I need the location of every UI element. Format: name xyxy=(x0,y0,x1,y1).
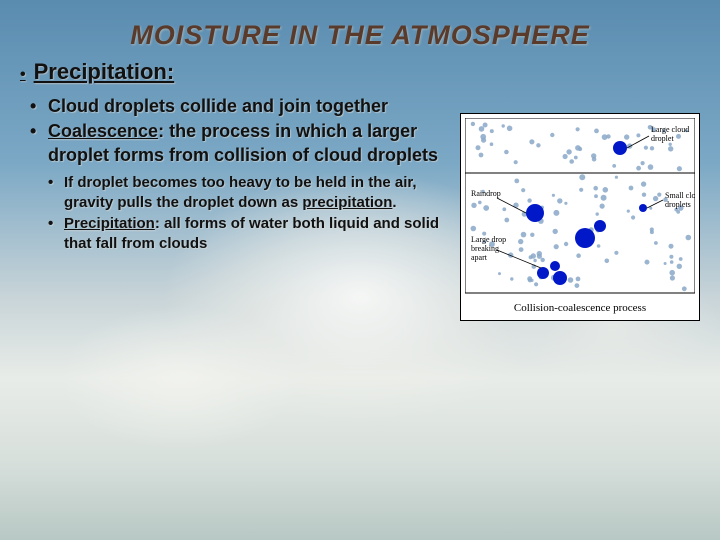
svg-text:Small cloud: Small cloud xyxy=(665,191,695,200)
svg-text:breaking: breaking xyxy=(471,244,499,253)
term-underlined: Precipitation xyxy=(64,215,155,232)
list-item: Cloud droplets collide and join together xyxy=(48,95,450,118)
bullet-text: . xyxy=(392,194,396,211)
section-heading: • Precipitation: xyxy=(20,59,700,85)
text-column: Cloud droplets collide and join together… xyxy=(20,95,460,321)
list-item: Coalescence: the process in which a larg… xyxy=(48,120,450,167)
coalescence-diagram: Large clouddroplet Raindrop Small clouddro… xyxy=(460,113,700,321)
svg-text:droplets: droplets xyxy=(665,200,691,209)
svg-text:droplet: droplet xyxy=(651,134,674,143)
slide-title: MOISTURE IN THE ATMOSPHERE xyxy=(20,20,700,51)
bullet-text: Cloud droplets collide and join together xyxy=(48,96,388,116)
bullet-list-lvl1: Cloud droplets collide and join together… xyxy=(20,95,450,167)
main-row: Cloud droplets collide and join together… xyxy=(20,95,700,321)
list-item: If droplet becomes too heavy to be held … xyxy=(64,173,450,212)
svg-text:apart: apart xyxy=(471,253,488,262)
svg-text:Large cloud: Large cloud xyxy=(651,125,689,134)
svg-text:Large drop: Large drop xyxy=(471,235,506,244)
svg-text:Raindrop: Raindrop xyxy=(471,189,501,198)
slide: MOISTURE IN THE ATMOSPHERE • Precipitati… xyxy=(0,0,720,321)
list-item: Precipitation: all forms of water both l… xyxy=(64,214,450,253)
section-heading-text: Precipitation: xyxy=(34,59,175,85)
term-underlined: precipitation xyxy=(302,194,392,211)
diagram-svg: Large clouddroplet Raindrop Small clouddro… xyxy=(465,118,695,298)
diagram-caption: Collision-coalescence process xyxy=(465,298,695,316)
term-underlined: Coalescence xyxy=(48,121,158,141)
diagram-column: Large clouddroplet Raindrop Small clouddro… xyxy=(460,95,700,321)
bullet-list-lvl2: If droplet becomes too heavy to be held … xyxy=(20,173,450,253)
bullet-icon: • xyxy=(20,66,26,84)
